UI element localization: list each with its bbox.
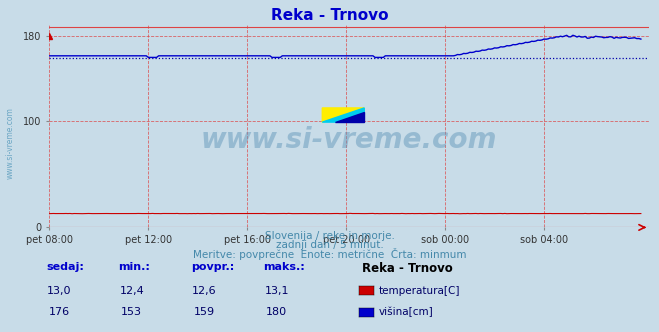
Text: Meritve: povprečne  Enote: metrične  Črta: minmum: Meritve: povprečne Enote: metrične Črta:… [192, 248, 467, 260]
Text: maks.:: maks.: [264, 262, 305, 272]
Text: www.si-vreme.com: www.si-vreme.com [5, 107, 14, 179]
Text: zadnji dan / 5 minut.: zadnji dan / 5 minut. [275, 240, 384, 250]
Text: 13,0: 13,0 [47, 286, 72, 295]
Text: 153: 153 [121, 307, 142, 317]
Polygon shape [322, 108, 364, 122]
Text: 176: 176 [49, 307, 70, 317]
Text: min.:: min.: [119, 262, 150, 272]
Polygon shape [322, 108, 364, 122]
Text: 12,6: 12,6 [192, 286, 217, 295]
Text: 13,1: 13,1 [264, 286, 289, 295]
Text: sedaj:: sedaj: [46, 262, 84, 272]
Text: 180: 180 [266, 307, 287, 317]
Text: www.si-vreme.com: www.si-vreme.com [201, 126, 498, 154]
Text: povpr.:: povpr.: [191, 262, 235, 272]
Polygon shape [335, 112, 364, 122]
Text: višina[cm]: višina[cm] [379, 307, 434, 317]
Text: Slovenija / reke in morje.: Slovenija / reke in morje. [264, 231, 395, 241]
Text: 159: 159 [194, 307, 215, 317]
Text: temperatura[C]: temperatura[C] [379, 286, 461, 295]
Text: Reka - Trnovo: Reka - Trnovo [362, 262, 453, 275]
Text: 12,4: 12,4 [119, 286, 144, 295]
Text: Reka - Trnovo: Reka - Trnovo [271, 8, 388, 23]
